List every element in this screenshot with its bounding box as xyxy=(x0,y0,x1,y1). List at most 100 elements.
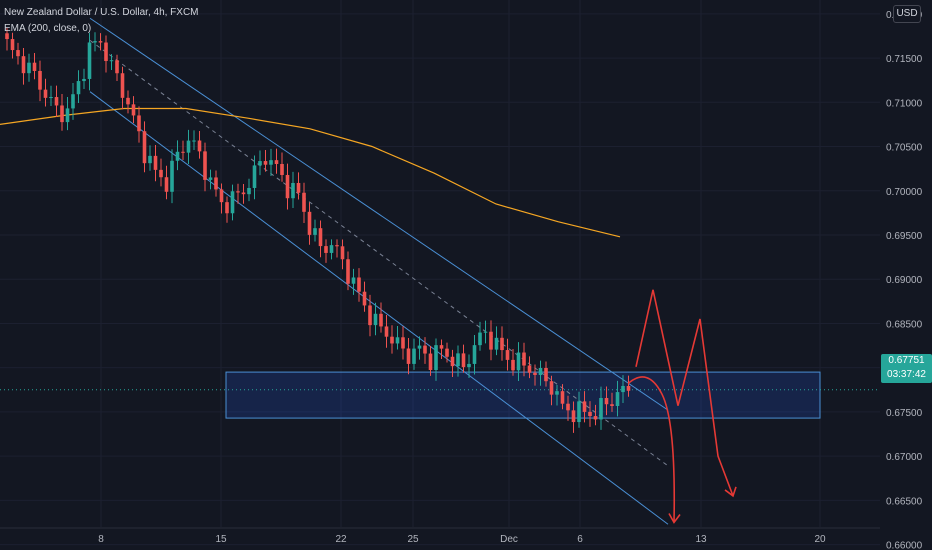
candle-body xyxy=(131,104,136,116)
x-tick-label: Dec xyxy=(500,534,518,545)
candle-body xyxy=(549,381,554,395)
indicator-label[interactable]: EMA (200, close, 0) xyxy=(4,23,92,34)
candle-body xyxy=(340,246,345,260)
candle-body xyxy=(280,163,284,175)
candle-body xyxy=(219,189,224,203)
candle-body xyxy=(324,246,328,253)
candle-body xyxy=(175,151,180,161)
candle-body xyxy=(450,356,455,367)
candle-body xyxy=(593,416,598,420)
candle-body xyxy=(38,70,42,90)
candle-body xyxy=(76,81,81,95)
candle-body xyxy=(307,211,312,235)
candle-body xyxy=(406,348,411,364)
candle-body xyxy=(610,404,614,406)
candle-body xyxy=(362,291,367,306)
candle-body xyxy=(291,182,295,199)
candle-body xyxy=(159,169,163,178)
candle-body xyxy=(395,337,400,344)
candle-body xyxy=(368,305,372,326)
currency-badge[interactable]: USD xyxy=(893,5,921,23)
y-tick-label: 0.71500 xyxy=(886,54,923,65)
candle-body xyxy=(417,345,422,349)
candle-body xyxy=(258,161,262,166)
x-tick-label: 20 xyxy=(814,534,826,545)
y-tick-label: 0.69000 xyxy=(886,275,923,286)
candle-body xyxy=(351,277,356,284)
candle-body xyxy=(170,160,174,192)
candle-body xyxy=(560,391,565,404)
candle-body xyxy=(16,50,20,57)
channel-lower-line xyxy=(89,91,669,525)
candle-body xyxy=(582,401,587,412)
candle-body xyxy=(60,105,64,123)
candle-body xyxy=(626,385,631,391)
candle-body xyxy=(236,191,240,193)
candle-body xyxy=(285,174,290,199)
candle-body xyxy=(186,140,191,153)
projection-arrowhead-a xyxy=(668,513,681,524)
candle-body xyxy=(538,367,543,375)
candle-body xyxy=(439,345,444,349)
descending-channel xyxy=(89,17,669,525)
x-tick-label: 13 xyxy=(695,534,707,545)
candle-body xyxy=(93,41,97,43)
candle-body xyxy=(478,332,482,346)
candle-body xyxy=(137,115,141,132)
candle-body xyxy=(588,411,592,417)
candle-body xyxy=(483,331,488,333)
time-axis[interactable]: 8 15 22 25 Dec 6 13 20 xyxy=(0,527,880,545)
candle-body xyxy=(71,94,75,109)
last-price-tag: 0.67751 03:37:42 xyxy=(881,354,932,383)
x-tick-label: 6 xyxy=(577,534,583,545)
candle-body xyxy=(434,345,438,371)
chart-legend: New Zealand Dollar / U.S. Dollar, 4h, FX… xyxy=(4,5,199,37)
y-tick-label: 0.70500 xyxy=(886,143,923,154)
candle-body xyxy=(401,337,405,349)
candle-body xyxy=(153,155,158,170)
candle-body xyxy=(604,397,609,405)
candle-body xyxy=(247,187,251,195)
candle-body xyxy=(505,350,510,360)
candle-body xyxy=(500,337,504,351)
x-tick-label: 15 xyxy=(215,534,227,545)
candles xyxy=(5,27,631,433)
candle-body xyxy=(384,326,389,337)
projection-path-a xyxy=(627,376,676,523)
candle-body xyxy=(313,228,317,235)
chart-title: New Zealand Dollar / U.S. Dollar, 4h, FX… xyxy=(4,7,199,18)
candle-body xyxy=(472,345,477,364)
candle-body xyxy=(274,160,279,164)
price-axis[interactable]: 0.720000.715000.710000.705000.700000.695… xyxy=(886,10,923,550)
candle-body xyxy=(571,410,576,423)
candle-body xyxy=(164,177,169,192)
channel-upper-line xyxy=(89,17,669,411)
ema-200-line xyxy=(0,107,621,238)
grid xyxy=(0,0,880,546)
candle-body xyxy=(467,363,471,368)
candle-body xyxy=(208,177,213,180)
candle-body xyxy=(599,397,603,420)
candle-body xyxy=(87,42,92,79)
support-zone-rect xyxy=(225,371,821,419)
bar-countdown: 03:37:42 xyxy=(887,369,926,380)
candle-body xyxy=(192,140,196,142)
y-tick-label: 0.68500 xyxy=(886,319,923,330)
candle-body xyxy=(27,62,31,74)
candle-body xyxy=(428,353,433,371)
candle-body xyxy=(456,353,460,367)
candle-body xyxy=(373,313,378,326)
candle-body xyxy=(21,56,26,74)
candle-body xyxy=(98,41,103,43)
candle-body xyxy=(120,73,125,98)
candle-body xyxy=(142,131,147,164)
candle-body xyxy=(263,161,268,165)
candle-body xyxy=(566,403,570,411)
candle-body xyxy=(296,182,301,193)
candle-body xyxy=(65,108,70,123)
candle-body xyxy=(412,348,416,364)
candle-body xyxy=(32,62,37,71)
candle-body xyxy=(82,78,86,82)
candle-body xyxy=(203,151,207,180)
